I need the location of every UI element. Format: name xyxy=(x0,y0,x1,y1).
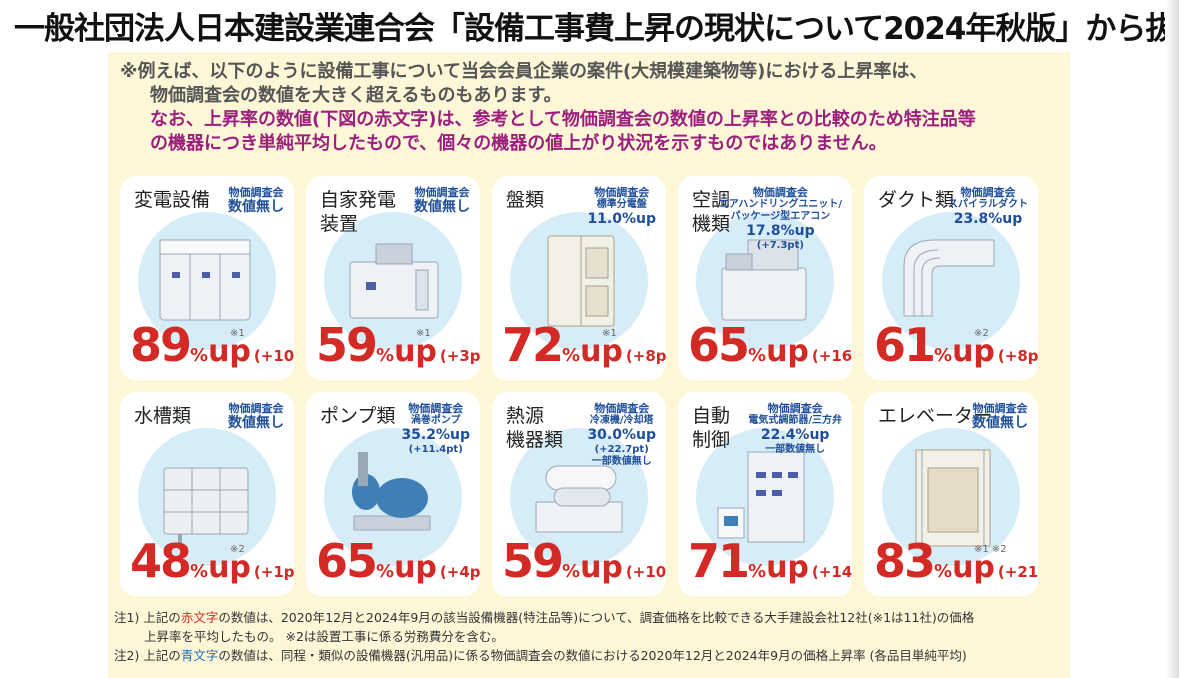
reference-value: 物価調査会 電気式調節器/三方弁 22.4%up 一部数値無し xyxy=(748,402,842,455)
footnote-mark: ※1 xyxy=(602,328,617,339)
footnote-mark: ※2 xyxy=(974,328,989,339)
footnote-1-cont: 上昇率を平均したもの。 ※2は設置工事に係る労務費分を含む。 xyxy=(144,629,504,644)
generator-icon xyxy=(349,243,439,319)
equipment-name: エレベーター xyxy=(878,405,993,427)
footnote-1: 注1) 上記の赤文字の数値は、2020年12月と2024年9月の該当設備機器(特… xyxy=(114,610,975,625)
footnotes: 注1) 上記の赤文字の数値は、2020年12月と2024年9月の該当設備機器(特… xyxy=(114,608,1064,665)
duct-icon xyxy=(903,239,995,317)
rise-rate: 89%up(+10pt) xyxy=(130,318,294,372)
equipment-name: 変電設備 xyxy=(134,189,211,211)
footnote-mark: ※2 xyxy=(230,544,245,555)
reference-value: 物価調査会 数値無し xyxy=(972,402,1028,431)
intro-line-4: の機器につき単純平均したもので、個々の機器の値上がり状況を示すものではありません… xyxy=(150,133,887,154)
rise-rate: 65%up(+16pt) xyxy=(688,318,852,372)
equipment-card: 自動 制御 物価調査会 電気式調節器/三方弁 22.4%up 一部数値無し 71%up (+… xyxy=(678,392,852,596)
footnote-mark: ※1 ※2 xyxy=(974,544,1007,555)
reference-value: 物価調査会 数値無し xyxy=(228,402,284,431)
rise-rate: 61%up(+8pt) xyxy=(874,318,1038,372)
rise-rate: 59%up(+3pt) xyxy=(316,318,480,372)
equipment-name: 空調 機類 xyxy=(692,189,731,235)
equipment-card: 熱源 機器類 物価調査会 冷凍機/冷却塔 30.0%up (+22.7pt) 一部数値無し… xyxy=(492,392,666,596)
equipment-name: 自家発電 装置 xyxy=(320,189,397,235)
reference-value: 物価調査会 渦巻ポンプ 35.2%up (+11.4pt) xyxy=(401,402,470,455)
intro-line-3: なお、上昇率の数値(下図の赤文字)は、参考として物価調査会の数値の上昇率との比較… xyxy=(150,109,976,130)
footnote-2: 注2) 上記の青文字の数値は、同程・類似の設備機器(汎用品)に係る物価調査会の数… xyxy=(114,648,967,663)
footnote-mark: ※1 xyxy=(230,328,245,339)
footnote-mark: ※1 xyxy=(416,328,431,339)
equipment-name: 熱源 機器類 xyxy=(506,405,564,451)
controller-icon xyxy=(717,451,805,543)
equipment-name: ポンプ類 xyxy=(320,405,396,427)
transformer-icon xyxy=(159,239,251,321)
chiller-icon xyxy=(535,465,623,533)
reference-value: 物価調査会 スパイラルダクト 23.8%up xyxy=(948,186,1028,227)
rise-rate: 83%up(+21pt) xyxy=(874,534,1038,588)
reference-value: 物価調査会 エアハンドリングユニット/ パッケージ型エアコン 17.8%up (+7.… xyxy=(718,186,842,251)
equipment-card: 空調 機類 物価調査会 エアハンドリングユニット/ パッケージ型エアコン 17.8%u… xyxy=(678,176,852,380)
scroll-edge xyxy=(1165,0,1179,678)
elevator-icon xyxy=(915,449,991,547)
intro-notes: ※例えば、以下のように設備工事について当会会員企業の案件(大規模建築物等)におけ… xyxy=(120,60,1060,156)
intro-line-2: 物価調査会の数値を大きく超えるものもあります。 xyxy=(150,85,562,106)
page-title: 一般社団法人日本建設業連合会「設備工事費上昇の現状について2024年秋版」から抜… xyxy=(14,11,1179,47)
pump-icon xyxy=(352,452,431,531)
water-tank-icon xyxy=(163,467,249,546)
reference-value: 物価調査会 冷凍機/冷却塔 30.0%up (+22.7pt) 一部数値無し xyxy=(587,402,656,467)
infographic-panel: ※例えば、以下のように設備工事について当会会員企業の案件(大規模建築物等)におけ… xyxy=(108,52,1070,678)
rise-rate: 59%up(+10pt) xyxy=(502,534,666,588)
reference-value: 物価調査会 数値無し xyxy=(414,186,470,215)
equipment-name: 水槽類 xyxy=(134,405,192,427)
rise-rate: 72%up(+8pt) xyxy=(502,318,666,372)
reference-value: 物価調査会 標準分電盤 11.0%up xyxy=(587,186,656,227)
panel-board-icon xyxy=(547,235,615,327)
intro-line-1: ※例えば、以下のように設備工事について当会会員企業の案件(大規模建築物等)におけ… xyxy=(120,61,928,82)
rise-rate: 48%up(+1pt) xyxy=(130,534,294,588)
equipment-name: 盤類 xyxy=(506,189,545,211)
equipment-name: 自動 制御 xyxy=(692,405,731,451)
equipment-name: ダクト類 xyxy=(878,189,955,211)
air-handler-icon xyxy=(721,239,807,321)
rise-rate: 65%up(+4pt) xyxy=(316,534,480,588)
rise-rate: 71%up(+14pt) xyxy=(688,534,852,588)
reference-value: 物価調査会 数値無し xyxy=(228,186,284,215)
